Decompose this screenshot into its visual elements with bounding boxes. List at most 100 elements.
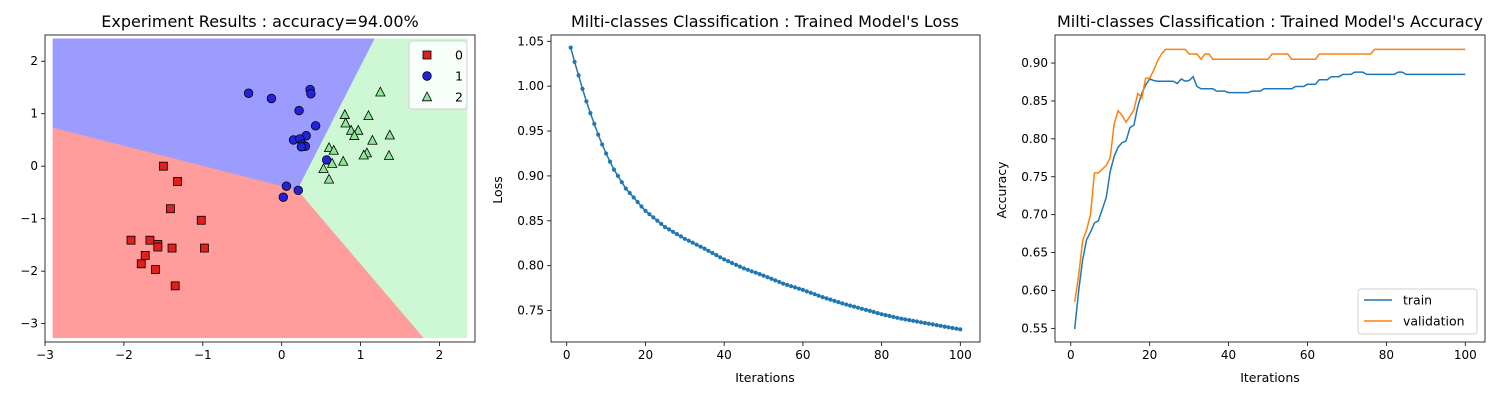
x-tick-label: 80 bbox=[874, 348, 889, 362]
decision-region-class-2 bbox=[297, 38, 468, 339]
axes: 0 20 40 60 80 100 0.75 0.80 0.85 0.90 0.95 1.00 1.05 bbox=[517, 34, 971, 362]
loss-point bbox=[950, 325, 955, 331]
y-tick-label: 0.70 bbox=[1021, 208, 1048, 222]
x-tick-label: 60 bbox=[1300, 348, 1315, 362]
x-tick-label: 0 bbox=[1067, 348, 1075, 362]
class-1-point bbox=[278, 192, 288, 202]
y-tick-label: 0.85 bbox=[1021, 94, 1048, 108]
loss-point bbox=[718, 255, 723, 260]
class-1-point bbox=[266, 93, 277, 104]
class-0-point bbox=[167, 243, 177, 253]
loss-point bbox=[635, 199, 640, 205]
loss-point bbox=[659, 221, 664, 226]
class-2-point bbox=[323, 173, 335, 184]
loss-point bbox=[726, 259, 731, 264]
loss-point bbox=[914, 319, 920, 324]
loss-series bbox=[568, 45, 963, 332]
loss-point bbox=[922, 320, 928, 326]
loss-point bbox=[706, 248, 711, 253]
loss-point bbox=[777, 279, 782, 285]
legend-marker bbox=[422, 71, 432, 81]
loss-point bbox=[722, 257, 727, 262]
loss-point bbox=[938, 323, 943, 328]
loss-point bbox=[840, 301, 845, 306]
loss-point bbox=[848, 303, 853, 308]
y-tick-label: 0.60 bbox=[1021, 283, 1048, 297]
validation-line bbox=[1073, 48, 1466, 302]
class-0-point bbox=[166, 204, 175, 214]
legend-label: 0 bbox=[455, 48, 463, 63]
loss-point bbox=[753, 270, 758, 275]
loss-point bbox=[623, 186, 628, 191]
y-tick-label: 0.80 bbox=[517, 259, 544, 273]
accuracy-series bbox=[1073, 48, 1466, 330]
y-tick-label: 0 bbox=[30, 159, 38, 173]
y-axis-label: Loss bbox=[490, 176, 505, 203]
loss-point bbox=[674, 232, 680, 237]
y-axis-label: Accuracy bbox=[994, 161, 1009, 219]
loss-point bbox=[600, 142, 605, 147]
y-tick-label: −3 bbox=[20, 317, 38, 331]
class-2-point bbox=[318, 162, 329, 174]
loss-point bbox=[773, 278, 778, 283]
loss-point bbox=[702, 246, 707, 251]
x-tick-label: 0 bbox=[563, 348, 571, 362]
loss-point bbox=[926, 321, 931, 326]
loss-point bbox=[942, 324, 947, 329]
loss-point bbox=[930, 322, 935, 327]
class-2-point bbox=[328, 144, 340, 155]
x-axis-label: Iterations bbox=[735, 370, 795, 385]
legend: train validation bbox=[1357, 288, 1478, 335]
loss-point bbox=[785, 282, 790, 287]
class-0-point bbox=[199, 243, 209, 253]
loss-point bbox=[918, 320, 924, 325]
y-tick-label: 0.75 bbox=[1021, 170, 1048, 184]
loss-point bbox=[619, 180, 624, 185]
loss-point bbox=[879, 312, 884, 317]
x-tick-label: 40 bbox=[717, 348, 732, 362]
loss-point bbox=[899, 316, 904, 321]
loss-point bbox=[765, 275, 770, 280]
y-tick-label: 1.00 bbox=[517, 79, 544, 93]
loss-point bbox=[588, 111, 593, 116]
class-2-point bbox=[326, 157, 338, 168]
loss-point bbox=[667, 227, 672, 232]
class-2-point bbox=[383, 149, 395, 160]
scatter-points bbox=[126, 84, 396, 291]
loss-point bbox=[852, 304, 857, 309]
loss-point bbox=[789, 284, 794, 289]
axes: 0 20 40 60 80 100 0.55 0.60 0.65 0.70 0.75 0.80 0.85… bbox=[1021, 56, 1476, 362]
loss-point bbox=[800, 287, 806, 292]
y-tick-label: 0.90 bbox=[1021, 56, 1048, 70]
x-tick-label: −2 bbox=[115, 348, 133, 362]
y-tick-label: 0.55 bbox=[1021, 321, 1048, 335]
class-0-point bbox=[153, 242, 163, 252]
x-tick-label: −3 bbox=[36, 348, 54, 362]
loss-point bbox=[769, 276, 774, 281]
loss-point bbox=[832, 298, 837, 303]
legend-marker bbox=[421, 91, 433, 102]
loss-point bbox=[958, 327, 963, 332]
x-tick-label: 20 bbox=[638, 348, 653, 362]
loss-point bbox=[698, 244, 703, 249]
x-tick-label: 1 bbox=[357, 348, 365, 362]
y-tick-label: −2 bbox=[20, 264, 38, 278]
class-1-point bbox=[243, 88, 254, 98]
loss-point bbox=[733, 262, 739, 267]
legend: 0 1 2 bbox=[408, 40, 468, 110]
class-2-point bbox=[339, 108, 351, 119]
class-1-point bbox=[306, 89, 316, 99]
loss-point bbox=[792, 285, 798, 290]
loss-point bbox=[604, 151, 609, 156]
loss-point bbox=[812, 292, 817, 297]
class-0-point bbox=[173, 177, 182, 186]
class-1-point bbox=[294, 105, 304, 116]
loss-point bbox=[714, 253, 719, 258]
loss-point bbox=[891, 314, 896, 319]
x-tick-label: 100 bbox=[1454, 348, 1477, 362]
x-tick-label: 0 bbox=[278, 348, 286, 362]
y-tick-label: 2 bbox=[30, 54, 38, 68]
legend-label: 2 bbox=[455, 90, 463, 105]
x-tick-label: 100 bbox=[949, 348, 972, 362]
